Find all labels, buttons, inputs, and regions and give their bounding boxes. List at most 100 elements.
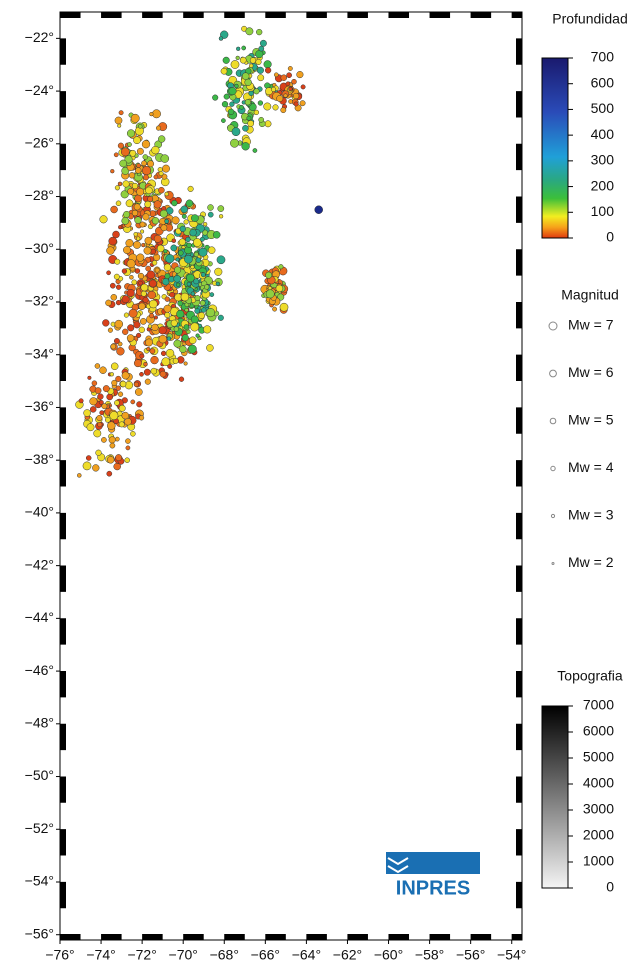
earthquake <box>194 295 201 302</box>
earthquake <box>207 211 214 218</box>
earthquake <box>114 185 120 191</box>
earthquake <box>217 205 225 212</box>
earthquake <box>257 100 264 106</box>
lon-tick-label: −66° <box>251 947 280 963</box>
earthquake <box>97 422 103 428</box>
lon-tick-label: −62° <box>333 947 362 963</box>
earthquake <box>120 190 129 199</box>
earthquake <box>164 191 169 197</box>
earthquake <box>143 246 152 255</box>
earthquake <box>183 219 189 225</box>
earthquake <box>122 180 130 188</box>
earthquake <box>109 442 116 449</box>
earthquake <box>107 327 113 333</box>
earthquake <box>292 92 300 100</box>
earthquake <box>264 120 272 128</box>
earthquake <box>164 311 171 319</box>
lat-tick-label: −50° <box>25 767 54 783</box>
earthquake <box>115 200 122 207</box>
earthquake <box>195 333 200 338</box>
earthquake <box>229 101 235 107</box>
earthquake <box>126 129 136 138</box>
earthquake <box>121 295 130 304</box>
lat-tick-label: −24° <box>25 82 54 98</box>
earthquake <box>147 160 155 168</box>
earthquake <box>110 294 118 301</box>
earthquake <box>159 209 168 218</box>
earthquake <box>163 263 172 272</box>
earthquake <box>195 257 202 263</box>
earthquake <box>259 39 267 47</box>
lat-tick-label: −42° <box>25 556 54 572</box>
earthquake <box>164 296 170 302</box>
earthquake <box>293 101 299 107</box>
magnitude-symbol <box>551 562 555 565</box>
earthquake <box>139 221 146 228</box>
earthquake <box>106 470 113 477</box>
earthquake <box>139 353 145 359</box>
earthquake <box>179 345 187 353</box>
colorbar-tick-label: 500 <box>591 100 615 116</box>
colorbar-tick-label: 200 <box>591 177 615 193</box>
earthquake <box>186 273 195 283</box>
earthquake <box>280 74 288 81</box>
earthquake <box>108 436 116 444</box>
earthquake <box>288 86 293 92</box>
earthquake <box>151 217 160 225</box>
earthquake <box>118 110 124 116</box>
earthquake <box>144 236 153 245</box>
earthquake <box>184 307 189 313</box>
earthquake <box>149 348 156 354</box>
earthquake <box>126 334 135 342</box>
earthquake <box>110 205 118 214</box>
colorbar-tick-label: 4000 <box>583 775 614 791</box>
earthquake <box>220 67 228 75</box>
earthquake <box>129 149 137 157</box>
earthquake <box>244 99 252 106</box>
earthquake <box>139 318 147 325</box>
magnitude-label: Mw = 3 <box>568 507 614 523</box>
colorbar-tick-label: 2000 <box>583 827 614 843</box>
earthquake <box>99 410 105 416</box>
magnitude-title: Magnitud <box>561 287 619 303</box>
earthquake <box>106 393 114 401</box>
earthquake <box>106 270 111 276</box>
earthquake <box>177 300 184 307</box>
earthquake <box>127 142 132 147</box>
earthquake <box>170 244 178 252</box>
magnitude-symbol <box>550 513 556 519</box>
earthquake <box>152 109 161 119</box>
lon-tick-label: −56° <box>456 947 485 963</box>
earthquake <box>82 461 92 471</box>
earthquake <box>273 72 279 78</box>
earthquake <box>153 234 162 243</box>
earthquake <box>265 271 273 279</box>
earthquake <box>115 454 123 462</box>
lon-tick-label: −60° <box>374 947 403 963</box>
earthquake <box>119 159 128 168</box>
colorbar-tick-label: 7000 <box>583 697 614 713</box>
colorbar-tick-label: 0 <box>606 879 614 895</box>
earthquake <box>248 90 254 97</box>
earthquake <box>190 264 195 270</box>
earthquake <box>149 111 154 117</box>
earthquake <box>263 60 272 69</box>
earthquake <box>218 36 224 41</box>
earthquake <box>115 375 122 382</box>
earthquake <box>206 344 214 352</box>
earthquake <box>130 113 140 123</box>
earthquake <box>121 268 128 274</box>
earthquake <box>138 415 145 421</box>
earthquake <box>255 58 262 65</box>
earthquake <box>77 473 82 478</box>
earthquake <box>131 209 139 217</box>
earthquake <box>154 267 160 273</box>
earthquake <box>280 107 287 114</box>
earthquake <box>264 67 272 74</box>
earthquake <box>144 200 152 208</box>
earthquake <box>256 66 264 74</box>
earthquake <box>96 414 103 422</box>
earthquake <box>142 213 150 221</box>
earthquake <box>117 181 123 187</box>
logo-text: INPRES <box>396 877 470 899</box>
